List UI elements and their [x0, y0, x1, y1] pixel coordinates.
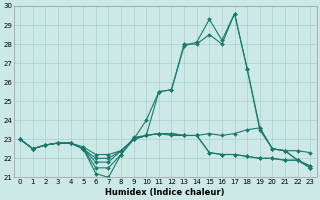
- X-axis label: Humidex (Indice chaleur): Humidex (Indice chaleur): [106, 188, 225, 197]
